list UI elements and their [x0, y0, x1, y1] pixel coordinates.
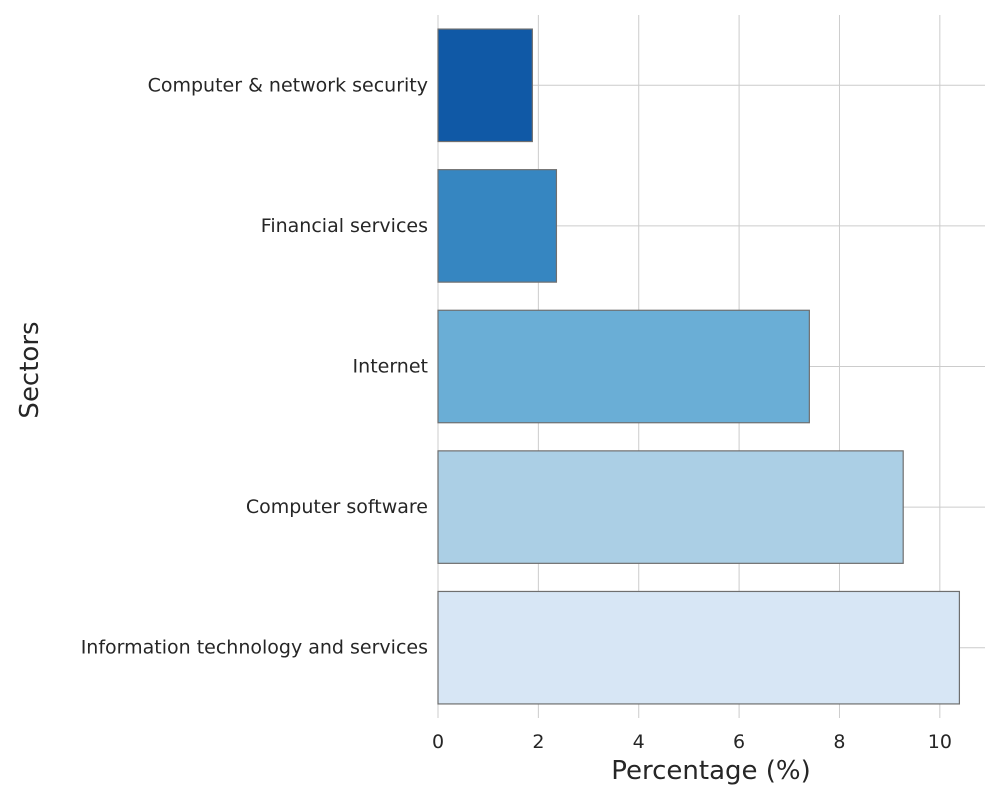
category-label: Information technology and services: [81, 637, 428, 659]
bar: [437, 309, 810, 424]
y-axis-title: Sectors: [15, 321, 45, 418]
x-tick-label: 4: [633, 731, 645, 753]
bar: [437, 28, 533, 143]
x-tick-label: 0: [432, 731, 444, 753]
category-labels: Computer & network security Financial ser…: [81, 74, 428, 658]
category-label: Internet: [353, 356, 428, 378]
category-label: Computer software: [246, 496, 428, 518]
bar: [437, 590, 961, 705]
x-tick-label: 2: [532, 731, 544, 753]
x-axis-title: Percentage (%): [611, 756, 811, 786]
category-label: Financial services: [261, 215, 428, 237]
bar: [437, 450, 904, 564]
x-tick-labels: 0 2 4 6 8 10: [432, 731, 952, 753]
category-label: Computer & network security: [148, 74, 428, 96]
bars: [437, 28, 961, 705]
x-tick-label: 6: [733, 731, 745, 753]
x-tick-label: 10: [928, 731, 952, 753]
bar: [437, 169, 558, 283]
x-tick-label: 8: [833, 731, 845, 753]
